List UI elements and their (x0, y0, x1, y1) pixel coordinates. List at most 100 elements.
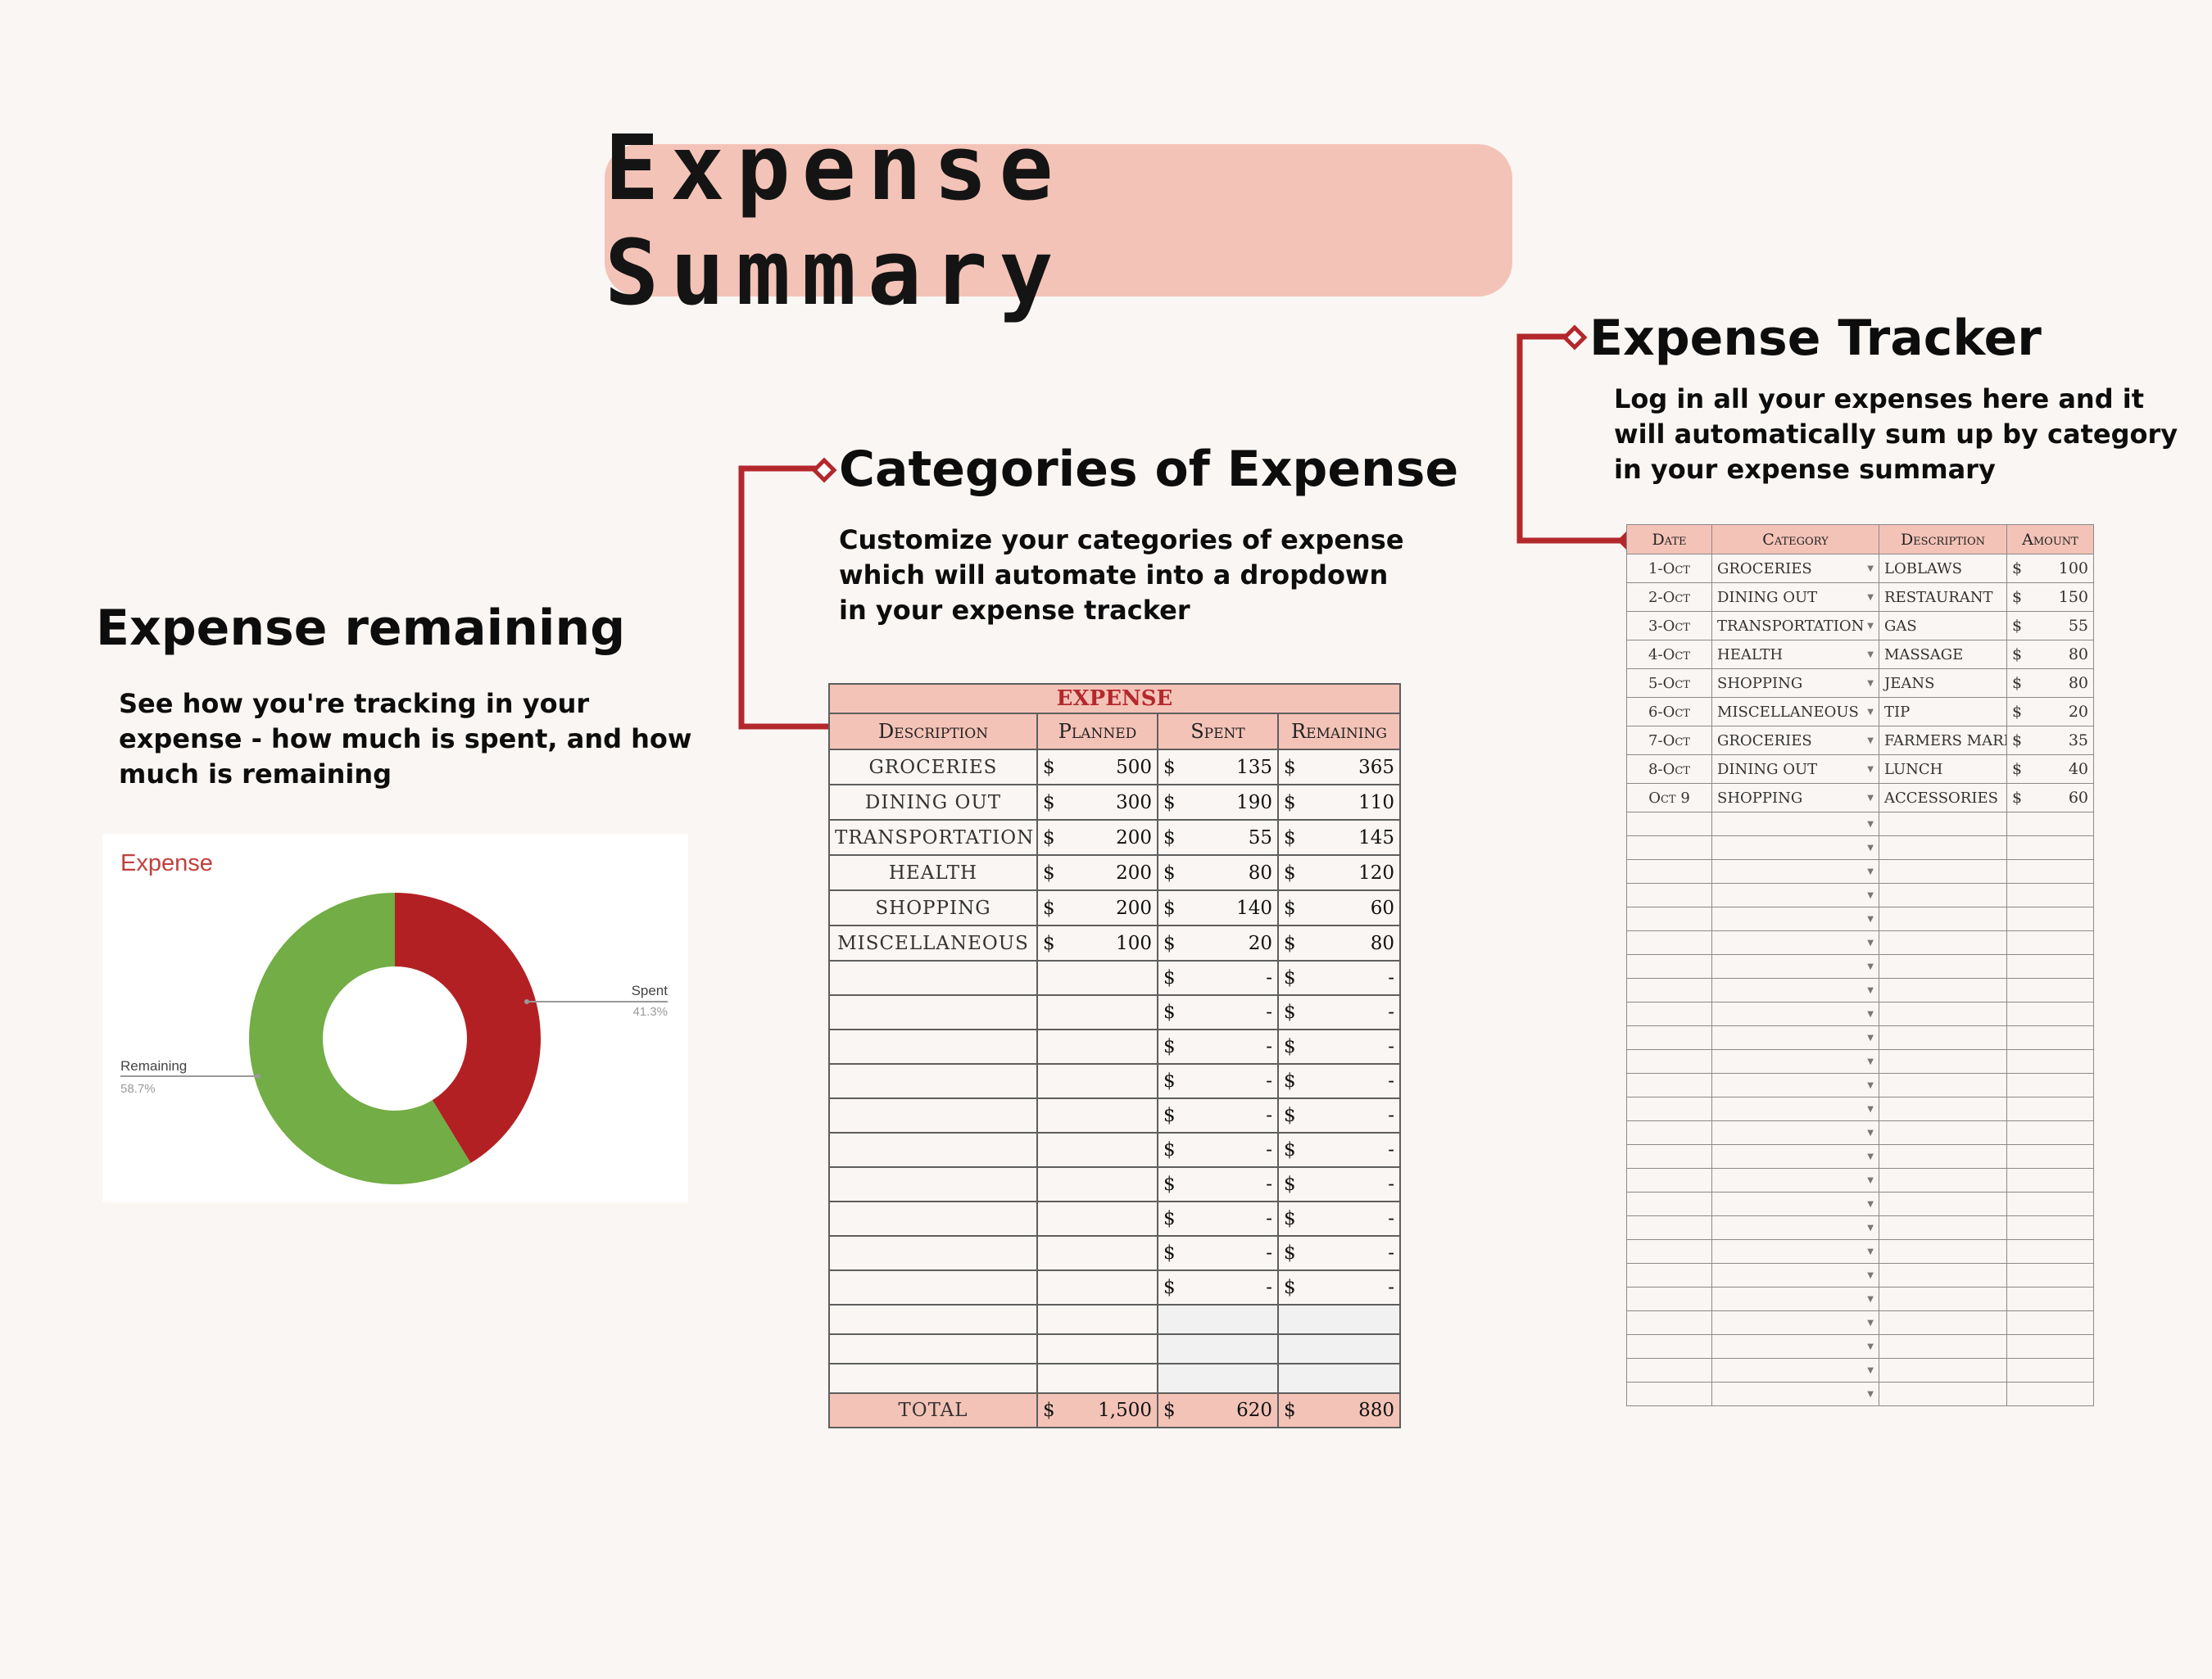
chevron-down-icon[interactable]: ▼ (1867, 592, 1874, 602)
chevron-down-icon[interactable]: ▼ (1867, 678, 1874, 688)
description-cell[interactable] (1879, 1358, 2007, 1383)
date-cell[interactable]: Oct 9 (1626, 783, 1712, 812)
amount-cell[interactable] (2006, 1002, 2094, 1026)
amount-cell[interactable]: $80 (2006, 640, 2094, 669)
amount-cell[interactable]: $100 (2006, 554, 2094, 583)
date-cell[interactable] (1626, 1025, 1712, 1050)
amount-cell[interactable] (2006, 1049, 2094, 1074)
date-cell[interactable] (1626, 1287, 1712, 1311)
category-description[interactable] (828, 1166, 1038, 1202)
description-cell[interactable]: MASSAGE (1879, 640, 2007, 669)
amount-cell[interactable] (2006, 1358, 2094, 1383)
chevron-down-icon[interactable]: ▼ (1867, 1033, 1874, 1043)
chevron-down-icon[interactable]: ▼ (1867, 764, 1874, 774)
planned-cell[interactable] (1036, 1201, 1158, 1237)
category-dropdown[interactable]: ▼ (1711, 907, 1879, 931)
description-cell[interactable] (1879, 1263, 2007, 1288)
remaining-cell[interactable]: $145 (1276, 819, 1402, 856)
date-cell[interactable] (1626, 1097, 1712, 1121)
description-cell[interactable] (1879, 1287, 2007, 1311)
category-description[interactable] (828, 1363, 1038, 1394)
description-cell[interactable] (1879, 859, 2007, 884)
category-description[interactable]: DINING OUT (828, 784, 1038, 821)
spent-cell[interactable]: $ - (1157, 1235, 1279, 1271)
category-dropdown[interactable]: ▼ (1711, 1215, 1879, 1240)
planned-cell[interactable]: $500 (1036, 749, 1158, 785)
date-cell[interactable] (1626, 978, 1712, 1002)
date-cell[interactable] (1626, 859, 1712, 884)
date-cell[interactable] (1626, 1334, 1712, 1359)
spent-cell[interactable]: $190 (1157, 784, 1279, 821)
amount-cell[interactable]: $55 (2006, 611, 2094, 640)
description-cell[interactable] (1879, 1073, 2007, 1097)
spent-cell[interactable]: $ - (1157, 960, 1279, 996)
planned-cell[interactable] (1036, 1063, 1158, 1099)
category-description[interactable]: TRANSPORTATION (828, 819, 1038, 856)
category-dropdown[interactable]: ▼ (1711, 1287, 1879, 1311)
date-cell[interactable] (1626, 1002, 1712, 1026)
remaining-cell[interactable]: $ - (1276, 1097, 1402, 1134)
category-description[interactable]: SHOPPING (828, 889, 1038, 926)
chevron-down-icon[interactable]: ▼ (1867, 1009, 1874, 1019)
description-cell[interactable]: FARMERS MARKET (1879, 726, 2007, 755)
planned-cell[interactable] (1036, 994, 1158, 1030)
planned-cell[interactable] (1036, 1363, 1158, 1394)
remaining-cell[interactable]: $ - (1276, 1029, 1402, 1065)
planned-cell[interactable] (1036, 1269, 1158, 1306)
category-dropdown[interactable]: GROCERIES ▼ (1711, 554, 1879, 583)
category-description[interactable] (828, 994, 1038, 1030)
category-dropdown[interactable]: DINING OUT ▼ (1711, 582, 1879, 612)
amount-cell[interactable] (2006, 1287, 2094, 1311)
category-dropdown[interactable]: DINING OUT ▼ (1711, 754, 1879, 784)
description-cell[interactable] (1879, 1120, 2007, 1145)
chevron-down-icon[interactable]: ▼ (1867, 1389, 1874, 1399)
chevron-down-icon[interactable]: ▼ (1867, 1175, 1874, 1185)
description-cell[interactable] (1879, 1192, 2007, 1216)
chevron-down-icon[interactable]: ▼ (1867, 843, 1874, 853)
amount-cell[interactable] (2006, 1025, 2094, 1050)
category-description[interactable] (828, 1201, 1038, 1237)
spent-cell[interactable]: $55 (1157, 819, 1279, 856)
chevron-down-icon[interactable]: ▼ (1867, 867, 1874, 876)
amount-cell[interactable] (2006, 1192, 2094, 1216)
category-dropdown[interactable]: ▼ (1711, 1310, 1879, 1335)
description-cell[interactable]: GAS (1879, 611, 2007, 640)
remaining-cell[interactable]: $ - (1276, 994, 1402, 1030)
date-cell[interactable]: 7-Oct (1626, 726, 1712, 755)
remaining-cell[interactable]: $ - (1276, 1063, 1402, 1099)
spent-cell[interactable]: $ - (1157, 1269, 1279, 1306)
description-cell[interactable] (1879, 1334, 2007, 1359)
description-cell[interactable]: TIP (1879, 697, 2007, 726)
spent-cell[interactable]: $ - (1157, 1029, 1279, 1065)
date-cell[interactable] (1626, 1239, 1712, 1264)
date-cell[interactable]: 1-Oct (1626, 554, 1712, 583)
description-cell[interactable]: ACCESSORIES (1879, 783, 2007, 812)
category-dropdown[interactable]: ▼ (1711, 1144, 1879, 1169)
remaining-cell[interactable]: $ - (1276, 1132, 1402, 1168)
description-cell[interactable] (1879, 978, 2007, 1002)
spent-cell[interactable]: $ - (1157, 1166, 1279, 1202)
spent-cell[interactable]: $135 (1157, 749, 1279, 785)
category-dropdown[interactable]: SHOPPING ▼ (1711, 783, 1879, 812)
category-description[interactable] (828, 1235, 1038, 1271)
amount-cell[interactable] (2006, 1120, 2094, 1145)
date-cell[interactable] (1626, 883, 1712, 907)
category-dropdown[interactable]: ▼ (1711, 1002, 1879, 1026)
category-dropdown[interactable]: ▼ (1711, 1120, 1879, 1145)
description-cell[interactable] (1879, 812, 2007, 836)
category-dropdown[interactable]: ▼ (1711, 1334, 1879, 1359)
description-cell[interactable]: LOBLAWS (1879, 554, 2007, 583)
chevron-down-icon[interactable]: ▼ (1867, 1223, 1874, 1233)
planned-cell[interactable] (1036, 1304, 1158, 1335)
remaining-cell[interactable]: $120 (1276, 854, 1402, 891)
spent-cell[interactable]: $20 (1157, 925, 1279, 962)
chevron-down-icon[interactable]: ▼ (1867, 962, 1874, 971)
remaining-cell[interactable]: $ - (1276, 960, 1402, 996)
date-cell[interactable] (1626, 812, 1712, 836)
category-description[interactable] (828, 1029, 1038, 1065)
planned-cell[interactable] (1036, 1166, 1158, 1202)
amount-cell[interactable] (2006, 1073, 2094, 1097)
category-description[interactable]: GROCERIES (828, 749, 1038, 785)
amount-cell[interactable] (2006, 1144, 2094, 1169)
chevron-down-icon[interactable]: ▼ (1867, 1294, 1874, 1304)
